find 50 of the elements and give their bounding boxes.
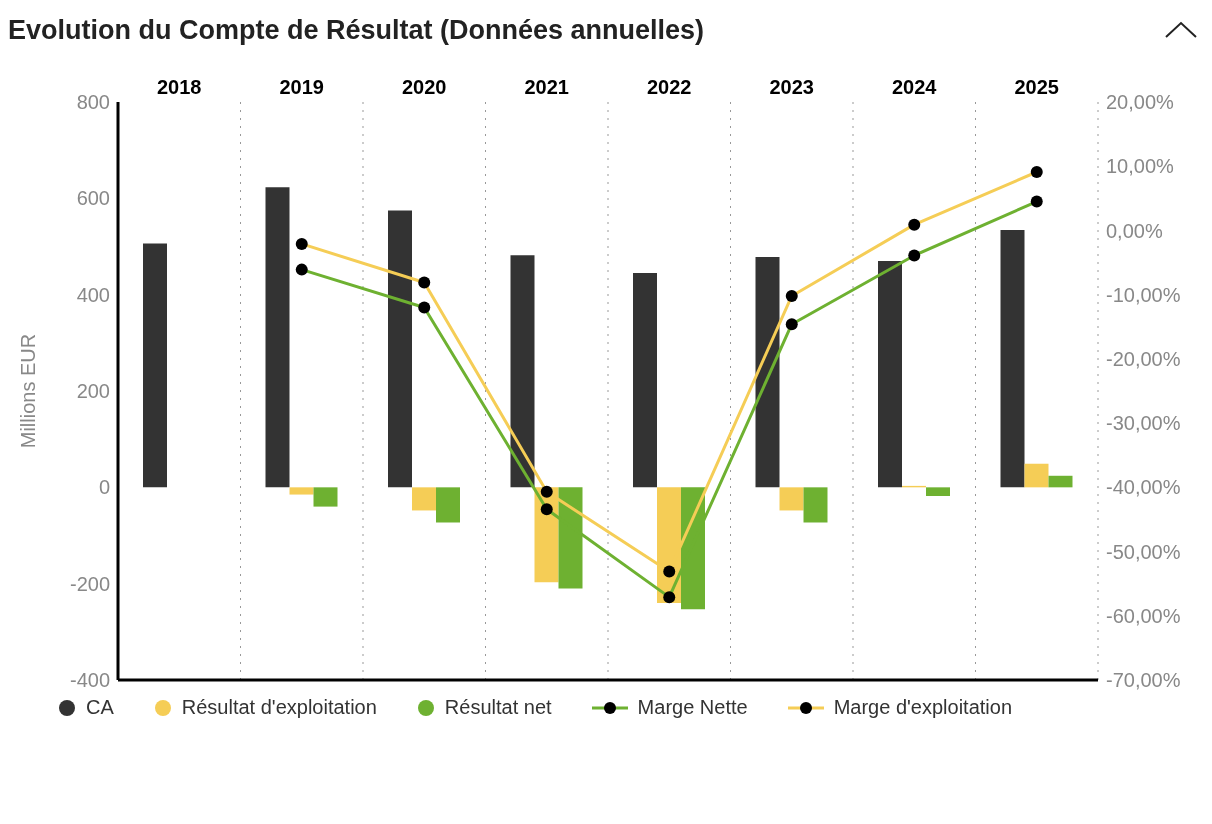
bar xyxy=(143,243,167,488)
x-tick-label: 2023 xyxy=(769,76,814,98)
bar xyxy=(313,487,338,507)
x-tick-label: 2021 xyxy=(524,76,569,98)
x-tick-label: 2025 xyxy=(1014,76,1059,98)
y-tick-label: 600 xyxy=(76,187,110,210)
y-tick-label: 0 xyxy=(98,476,110,499)
y-tick-label: 200 xyxy=(76,380,110,403)
y2-tick-label: -70,00% xyxy=(1106,669,1181,692)
x-tick-label: 2019 xyxy=(279,76,324,98)
x-tick-label: 2022 xyxy=(647,76,692,98)
bar xyxy=(755,257,780,488)
y-tick-label: -200 xyxy=(69,572,110,595)
y2-tick-label: -50,00% xyxy=(1106,540,1181,563)
y2-tick-label: -10,00% xyxy=(1106,283,1181,306)
y-axis-title: Millions EUR xyxy=(17,333,40,449)
bar xyxy=(289,487,314,495)
bar xyxy=(388,210,412,488)
y2-tick-label: -60,00% xyxy=(1106,604,1181,627)
bar xyxy=(926,487,950,496)
bar xyxy=(412,487,436,511)
y-tick-label: 800 xyxy=(76,91,110,114)
y2-tick-label: 0,00% xyxy=(1106,219,1163,242)
bar xyxy=(436,487,460,523)
legend-label: CA xyxy=(86,696,114,719)
y-tick-label: -400 xyxy=(69,669,110,692)
bar xyxy=(779,487,804,511)
bar xyxy=(1048,475,1073,488)
y2-tick-label: 10,00% xyxy=(1106,155,1175,178)
bar xyxy=(633,272,657,488)
bar xyxy=(510,255,535,488)
bar xyxy=(878,260,902,488)
y-tick-label: 400 xyxy=(76,283,110,306)
y2-tick-label: -40,00% xyxy=(1106,476,1181,499)
y2-tick-label: -30,00% xyxy=(1106,412,1181,435)
legend-label: Marge d'exploitation xyxy=(833,696,1013,719)
legend-label: Résultat net xyxy=(444,696,552,719)
bar xyxy=(558,487,583,589)
bar xyxy=(1000,230,1025,488)
x-tick-label: 2018 xyxy=(157,76,202,98)
legend-label: Résultat d'exploitation xyxy=(181,696,377,719)
bar xyxy=(265,187,290,488)
x-tick-label: 2024 xyxy=(892,76,938,98)
legend-label: Marge Nette xyxy=(637,696,748,719)
x-tick-label: 2020 xyxy=(402,76,447,98)
y2-tick-label: -20,00% xyxy=(1106,347,1181,370)
bar xyxy=(803,487,828,523)
bar xyxy=(1024,463,1049,488)
chart-title: Evolution du Compte de Résultat (Données annuelles) xyxy=(8,14,705,46)
y2-tick-label: 20,00% xyxy=(1106,91,1175,114)
